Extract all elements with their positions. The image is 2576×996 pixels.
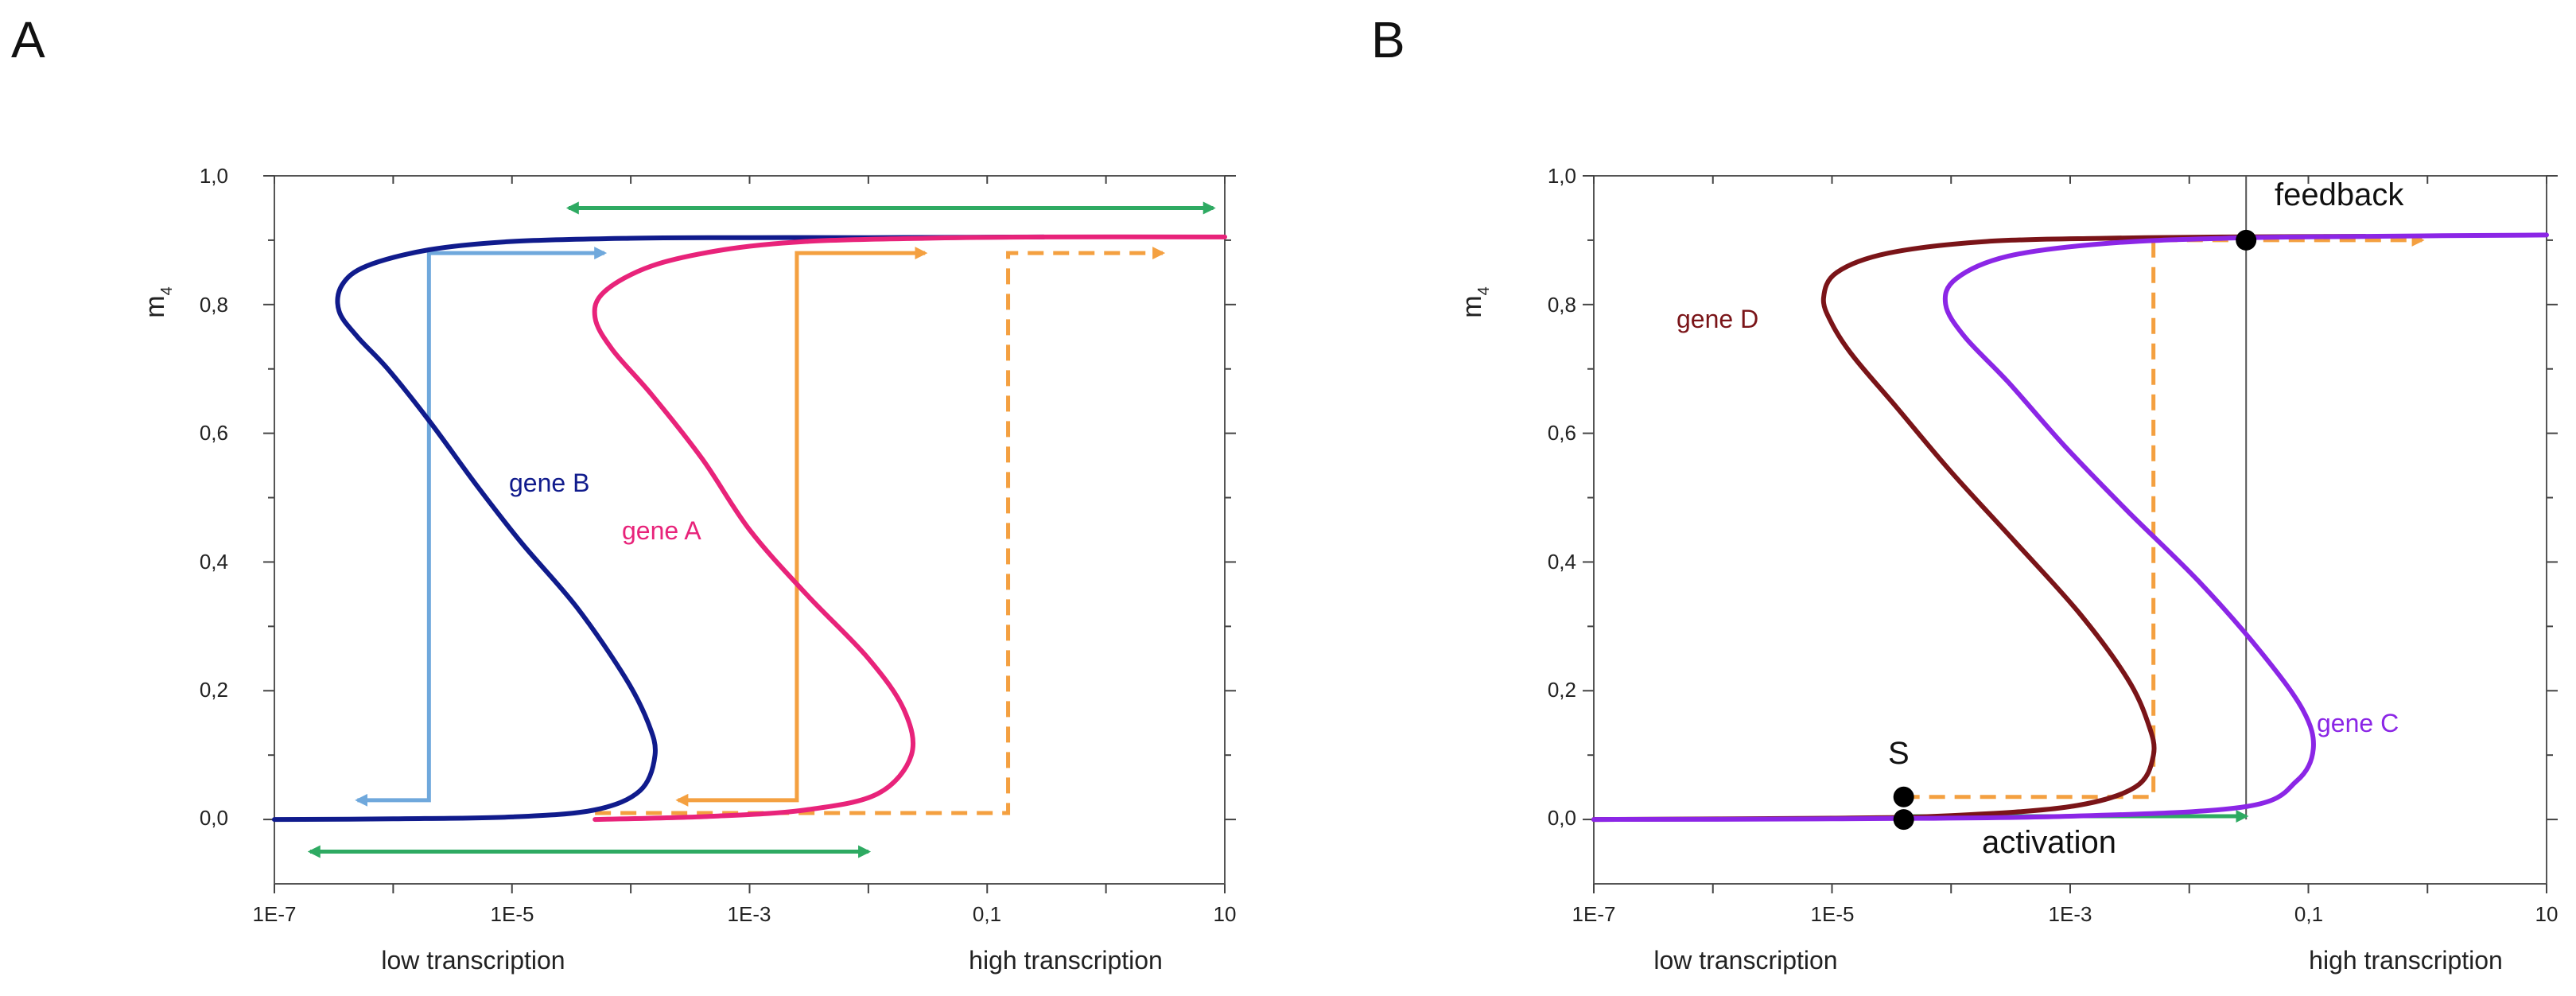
x-tick-label: 1E-3 (728, 902, 771, 926)
arrow-orange (675, 247, 928, 807)
panel-b: B 0,0 0,2 0,4 0,6 0,8 1,0 1E-7 1E-5 1E-3… (1371, 11, 2558, 975)
panel-letter-b: B (1371, 11, 1405, 68)
point-feedback (2236, 229, 2257, 251)
svg-text:m4: m4 (1457, 286, 1493, 317)
series (272, 234, 1227, 823)
annotation-s: S (1888, 736, 1910, 771)
x-tick-label: 10 (2535, 902, 2559, 926)
x-axis-label-low: low transcription (381, 946, 565, 975)
y-tick-label: 0,0 (200, 806, 228, 830)
series-label-gene-c: gene C (2317, 709, 2399, 737)
x-axis-label-high: high transcription (2309, 946, 2503, 975)
y-axis-label-sub: 4 (158, 286, 176, 295)
x-axis-label-high: high transcription (969, 946, 1163, 975)
series-label-gene-a: gene A (622, 516, 701, 545)
x-tick-label: 1E-5 (1811, 902, 1855, 926)
y-tick-label: 0,8 (1548, 293, 1576, 317)
series-gene-d (1591, 234, 2368, 823)
axis-ticks (1583, 175, 2558, 893)
x-tick-label: 10 (1214, 902, 1237, 926)
series-label-gene-d: gene D (1677, 305, 1758, 333)
y-axis-label: m4 (1457, 286, 1493, 317)
y-tick-label: 0,0 (1548, 806, 1576, 830)
y-axis-label: m4 (140, 286, 176, 317)
annotation-feedback: feedback (2275, 177, 2404, 212)
y-tick-label: 0,4 (200, 550, 228, 574)
x-axis-label-low: low transcription (1653, 946, 1837, 975)
series-gene-a (592, 234, 1227, 823)
svg-text:m4: m4 (140, 286, 176, 317)
y-axis-label-sub: 4 (1475, 286, 1493, 295)
x-tick-label: 1E-7 (1572, 902, 1616, 926)
y-tick-label: 0,6 (200, 421, 228, 445)
x-tick-label: 0,1 (2294, 902, 2323, 926)
panel-a: A 0,0 0,2 0,4 0,6 0,8 1,0 1E-7 1E-5 1E-3… (11, 11, 1236, 975)
y-axis-label-main: m (140, 295, 170, 317)
arrow-orange-dashed (595, 247, 1166, 815)
series-gene-c (1591, 232, 2549, 823)
axis-ticks (263, 175, 1236, 893)
panel-letter-a: A (11, 11, 45, 68)
y-tick-label: 0,2 (200, 678, 228, 702)
x-tick-label: 1E-3 (2049, 902, 2092, 926)
annotation-activation: activation (1982, 825, 2116, 860)
arrows (307, 201, 1216, 858)
series-label-gene-b: gene B (509, 469, 589, 497)
point-origin (1893, 809, 1914, 831)
y-tick-label: 0,6 (1548, 421, 1576, 445)
y-tick-label: 0,8 (200, 293, 228, 317)
y-tick-label: 0,2 (1548, 678, 1576, 702)
points (1893, 229, 2257, 831)
x-tick-label: 1E-7 (253, 902, 297, 926)
y-tick-label: 1,0 (1548, 164, 1576, 188)
y-axis-label-main: m (1457, 295, 1487, 317)
x-tick-label: 0,1 (973, 902, 1001, 926)
plot-frame (1593, 175, 2547, 885)
y-tick-label: 0,4 (1548, 550, 1576, 574)
series (1591, 232, 2549, 823)
x-tick-label: 1E-5 (491, 902, 534, 926)
series-gene-b (272, 234, 1047, 823)
point-s (1893, 786, 1914, 807)
y-tick-label: 1,0 (200, 164, 228, 188)
arrow-light-blue (355, 247, 608, 807)
